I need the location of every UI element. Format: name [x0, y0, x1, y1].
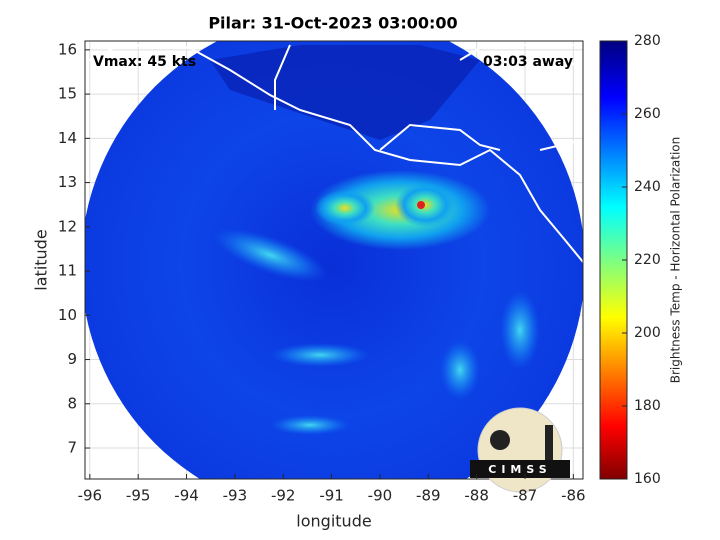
y-tick-label: 9 [67, 350, 77, 368]
x-tick-label: -88 [464, 487, 489, 505]
cloud-band [500, 290, 540, 370]
x-tick-label: -95 [126, 487, 151, 505]
cloud-band [270, 343, 370, 367]
y-tick-label: 16 [58, 40, 77, 58]
x-tick-label: -87 [513, 487, 538, 505]
x-tick-label: -96 [78, 487, 103, 505]
colorbar-label: Brightness Temp - Horizontal Polarizatio… [669, 137, 683, 384]
colorbar-tick-label: 240 [634, 179, 661, 195]
cloud-band [270, 415, 350, 435]
colorbar-tick-label: 160 [634, 471, 661, 487]
colorbar-tick-label: 280 [634, 33, 661, 49]
y-tick-label: 8 [67, 394, 77, 412]
y-tick-label: 15 [58, 85, 77, 103]
cloud-band [440, 340, 480, 400]
cloud-band [213, 228, 327, 282]
annotation: 03:03 away [483, 54, 573, 70]
convection [315, 190, 375, 226]
y-tick-label: 14 [58, 129, 77, 147]
colorbar-tick-label: 180 [634, 398, 661, 414]
logo-tower [545, 425, 553, 460]
cold-top [417, 201, 425, 209]
y-tick-label: 13 [58, 173, 77, 191]
border [274, 44, 583, 151]
x-tick-label: -92 [271, 487, 296, 505]
x-tick-label: -86 [561, 487, 586, 505]
y-tick-label: 10 [58, 306, 77, 324]
logo-text: CIMSS [488, 463, 551, 476]
satellite-image [85, 41, 583, 479]
y-tick-label: 12 [58, 217, 77, 235]
colorbar-tick-label: 200 [634, 325, 661, 341]
axes-box [84, 40, 584, 480]
annotation: Vmax: 45 kts [93, 54, 196, 70]
land-area [210, 45, 480, 140]
logo-band [470, 460, 570, 478]
x-tick-label: -89 [416, 487, 441, 505]
colorbar-tick-label: 260 [634, 106, 661, 122]
chart-title: Pilar: 31-Oct-2023 03:00:00 [208, 14, 457, 33]
x-tick-label: -93 [223, 487, 248, 505]
x-tick-label: -94 [174, 487, 199, 505]
coastline [85, 43, 583, 263]
y-tick-label: 7 [67, 439, 77, 457]
colorbar-tick-label: 220 [634, 252, 661, 268]
y-tick-label: 11 [58, 262, 77, 280]
logo-dish [490, 430, 510, 450]
y-axis-label: latitude [32, 229, 51, 290]
x-tick-label: -91 [319, 487, 344, 505]
logo: CIMSS [470, 407, 570, 493]
x-tick-label: -90 [368, 487, 393, 505]
x-axis-label: longitude [296, 512, 371, 531]
